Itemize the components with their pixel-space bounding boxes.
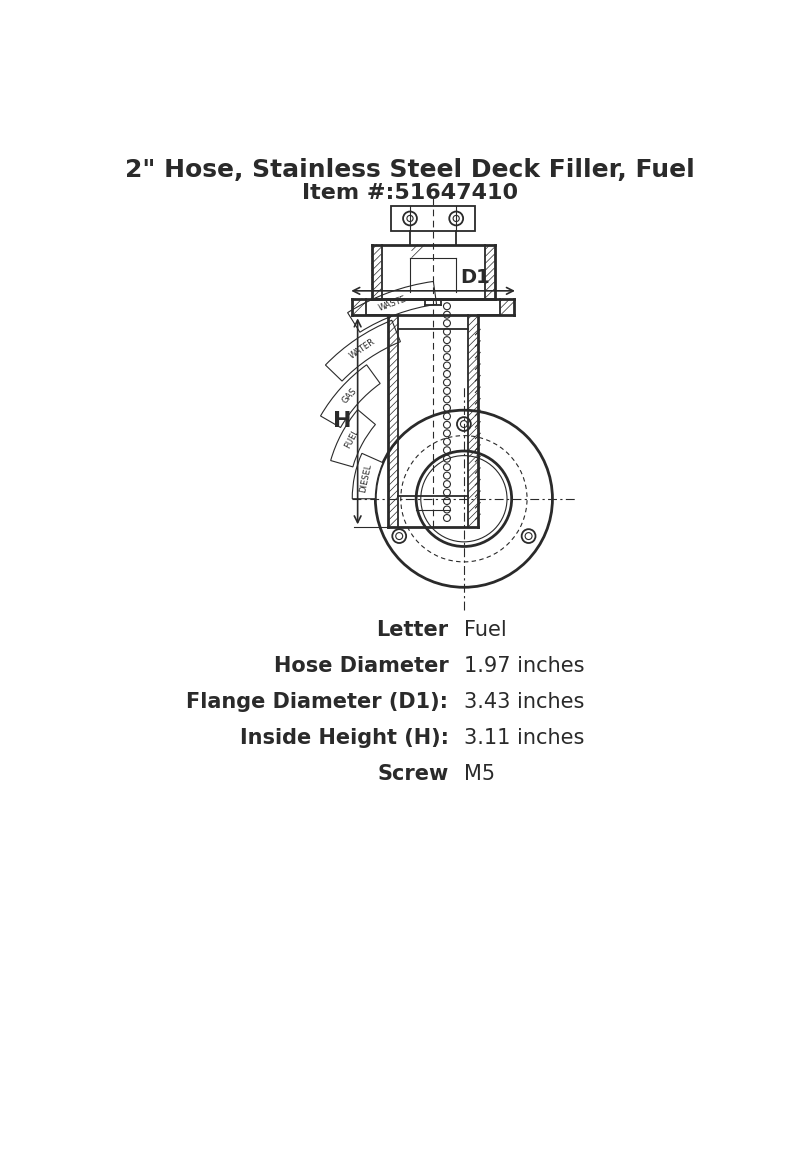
Text: Item #:51647410: Item #:51647410 [302,183,518,203]
Text: Inside Height (H):: Inside Height (H): [239,729,449,749]
Text: 3.43 inches: 3.43 inches [464,691,584,712]
Wedge shape [352,454,383,499]
Text: DIESEL: DIESEL [358,463,374,493]
Text: WASTE: WASTE [378,294,408,312]
Text: H: H [333,412,351,431]
Text: Hose Diameter: Hose Diameter [274,655,449,676]
Text: M5: M5 [464,765,495,785]
Text: GAS: GAS [340,386,358,406]
Text: Screw: Screw [378,765,449,785]
Bar [390,206,475,231]
Text: D1: D1 [460,268,490,287]
Text: WATER: WATER [348,337,378,360]
Text: Flange Diameter (D1):: Flange Diameter (D1): [186,691,449,712]
Text: Letter: Letter [376,619,449,640]
Wedge shape [321,365,380,428]
Text: 1.97 inches: 1.97 inches [464,655,584,676]
Wedge shape [330,409,375,466]
Text: 2" Hose, Stainless Steel Deck Filler, Fuel: 2" Hose, Stainless Steel Deck Filler, Fu… [125,157,695,182]
Text: Fuel: Fuel [464,619,506,640]
Text: FUEL: FUEL [343,428,361,450]
Wedge shape [348,281,437,332]
Wedge shape [326,321,401,381]
Text: 3.11 inches: 3.11 inches [464,729,584,749]
